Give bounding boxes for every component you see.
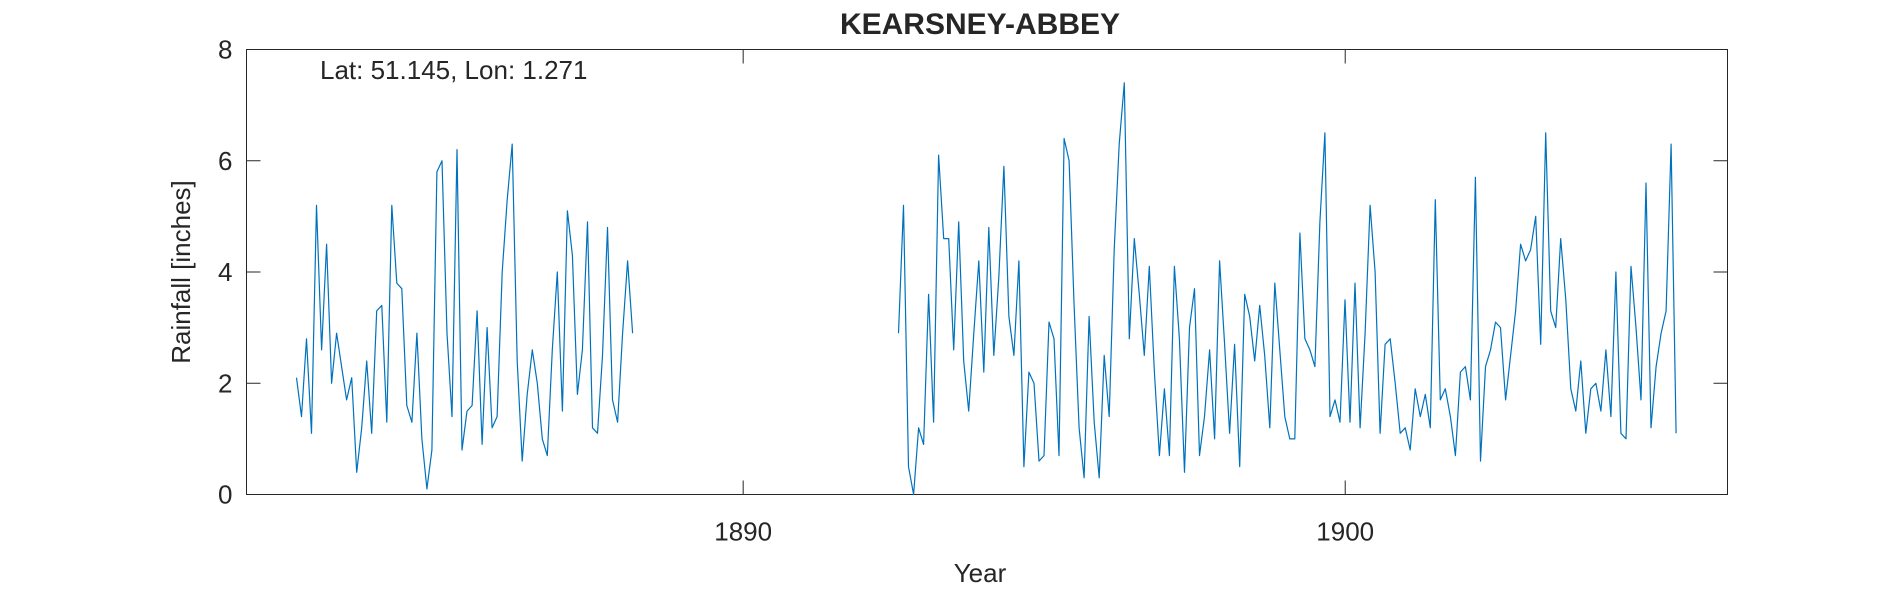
x-axis-label: Year: [954, 558, 1007, 588]
y-tick-label: 6: [218, 146, 232, 176]
y-tick-label: 4: [218, 257, 232, 287]
tick-labels: 0 2 4 6 8 1890 1900: [218, 35, 1374, 547]
x-tick-label: 1900: [1316, 517, 1374, 547]
location-annotation: Lat: 51.145, Lon: 1.271: [320, 55, 587, 85]
y-axis-label: Rainfall [inches]: [166, 180, 196, 364]
axis-ticks: [246, 49, 1728, 495]
chart-title: KEARSNEY-ABBEY: [840, 8, 1120, 41]
rainfall-series-line-1: [295, 143, 634, 490]
y-tick-label: 2: [218, 368, 232, 398]
x-tick-label: 1890: [714, 517, 772, 547]
series-lines: [295, 82, 1677, 496]
rainfall-series-line-2: [897, 82, 1677, 496]
y-tick-label: 0: [218, 480, 232, 510]
y-tick-label: 8: [218, 35, 232, 65]
